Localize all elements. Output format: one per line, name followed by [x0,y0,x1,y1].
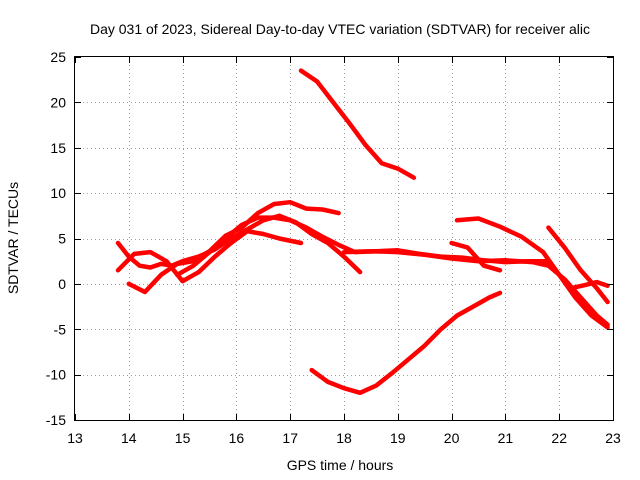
y-tick-label: 10 [50,185,66,201]
chart-title: Day 031 of 2023, Sidereal Day-to-day VTE… [90,21,590,37]
series-line-track-b [126,199,341,295]
series-line-track-c [115,228,304,284]
series-line-track-i [567,279,610,291]
x-tick-label: 15 [175,430,191,446]
axis-ticks: 13 14 15 16 17 18 19 20 21 22 23 -15 -10 -5 0 5 10 15 20 25 [46,49,621,446]
x-tick-label: 23 [605,430,621,446]
series-line-track-low-trough [309,290,503,396]
x-tick-label: 17 [282,430,298,446]
x-tick-label: 21 [498,430,514,446]
y-tick-label: 0 [58,276,66,292]
y-tick-label: 25 [50,49,66,65]
x-tick-label: 20 [444,430,460,446]
y-tick-label: -15 [46,412,66,428]
plot-frame [74,56,614,421]
x-tick-label: 13 [67,430,83,446]
x-tick-label: 16 [229,430,245,446]
y-tick-label: 20 [50,94,66,110]
series-line-track-f [449,240,503,273]
x-tick-label: 22 [551,430,567,446]
y-tick-label: -5 [54,321,67,337]
y-axis-label: SDTVAR / TECUs [5,182,21,294]
series-line-track-e [341,248,610,327]
x-tick-label: 19 [390,430,406,446]
series-group [115,68,610,396]
x-tick-label: 14 [121,430,137,446]
series-line-track-g [454,216,610,330]
series-line-track-h [546,225,610,305]
x-axis-label: GPS time / hours [287,457,394,473]
y-tick-label: 15 [50,140,66,156]
series-line-track-high-descending [298,68,417,180]
y-tick-label: 5 [58,231,66,247]
grid-lines [75,57,613,420]
x-tick-label: 18 [336,430,352,446]
y-tick-label: -10 [46,367,66,383]
series-line-track-a [115,213,363,275]
